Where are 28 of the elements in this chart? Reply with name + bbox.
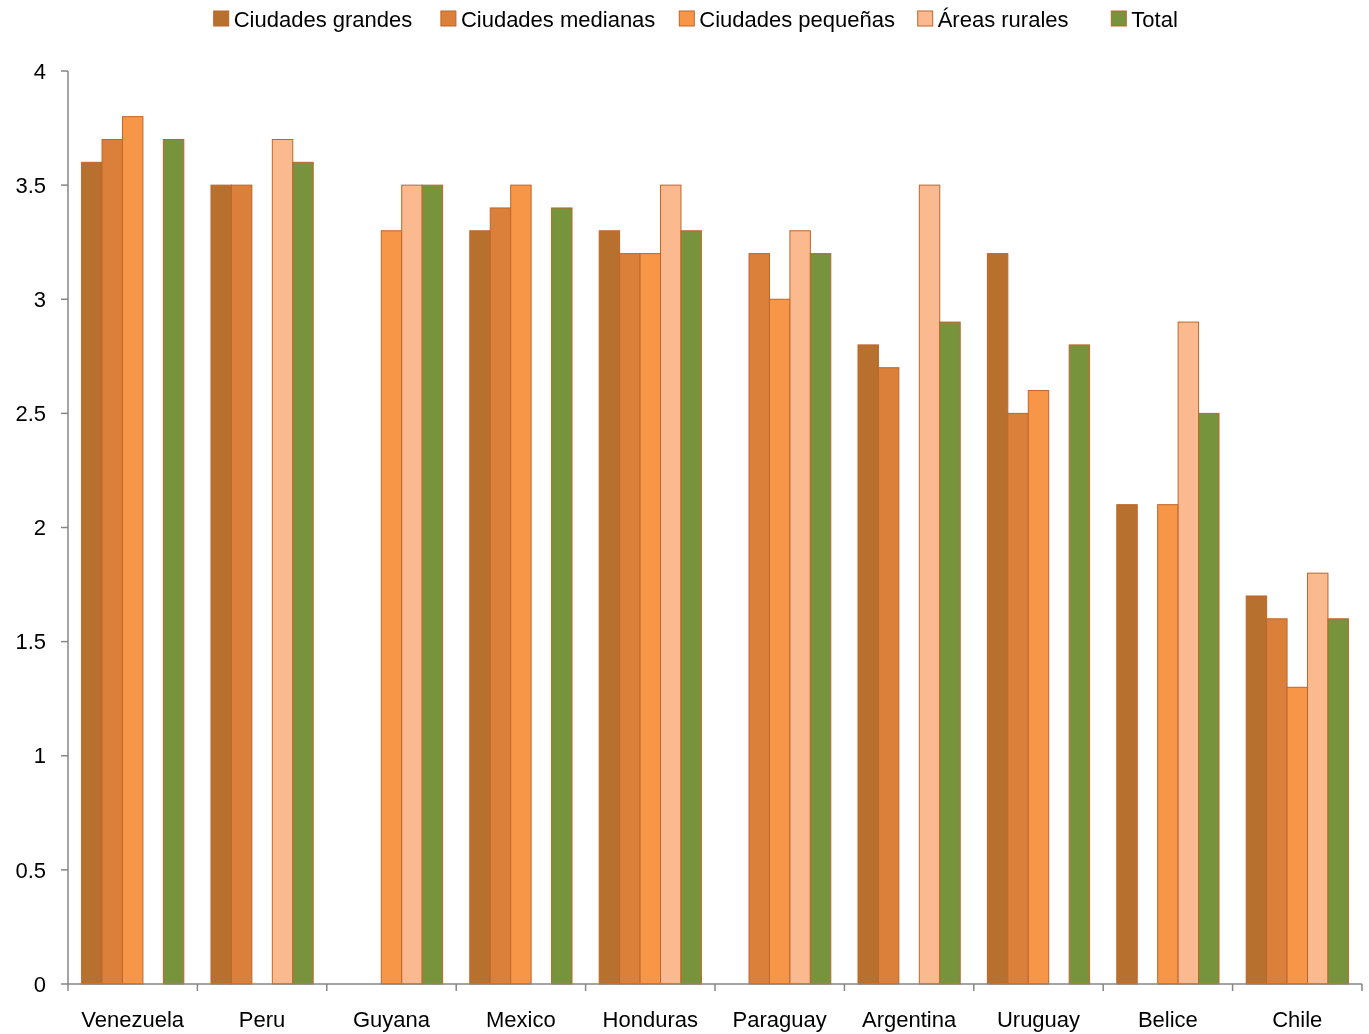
legend-label: Ciudades medianas	[460, 6, 656, 32]
x-tick-label: Peru	[238, 1007, 286, 1032]
legend-label: Total	[1131, 6, 1178, 32]
x-tick-label: Chile	[1272, 1007, 1323, 1032]
bar	[551, 207, 573, 985]
y-tick-label: 3.5	[15, 172, 46, 198]
y-tick-label: 4	[33, 58, 46, 84]
x-tick-label: Venezuela	[81, 1007, 185, 1032]
y-tick-label: 0.5	[15, 857, 46, 883]
x-tick-label: Guyana	[352, 1007, 431, 1032]
legend-label: Ciudades grandes	[233, 6, 413, 32]
bar	[1116, 504, 1138, 985]
y-tick-label: 1	[33, 743, 46, 769]
y-tick-label: 0	[33, 971, 46, 997]
legend-label: Ciudades pequeñas	[699, 6, 896, 32]
y-tick-label: 2	[33, 515, 46, 541]
x-tick-label: Argentina	[862, 1007, 957, 1032]
y-tick-label: 1.5	[15, 629, 46, 655]
y-tick-label: 2.5	[15, 401, 46, 427]
y-tick-label: 3	[33, 286, 46, 312]
x-tick-label: Uruguay	[996, 1007, 1081, 1032]
bar	[162, 138, 185, 985]
legend-label: Áreas rurales	[937, 6, 1069, 32]
x-tick-label: Paraguay	[732, 1007, 827, 1032]
x-tick-label: Honduras	[602, 1007, 698, 1032]
x-tick-label: Belice	[1137, 1007, 1198, 1032]
x-tick-label: Mexico	[486, 1007, 556, 1032]
bar	[1068, 344, 1091, 985]
